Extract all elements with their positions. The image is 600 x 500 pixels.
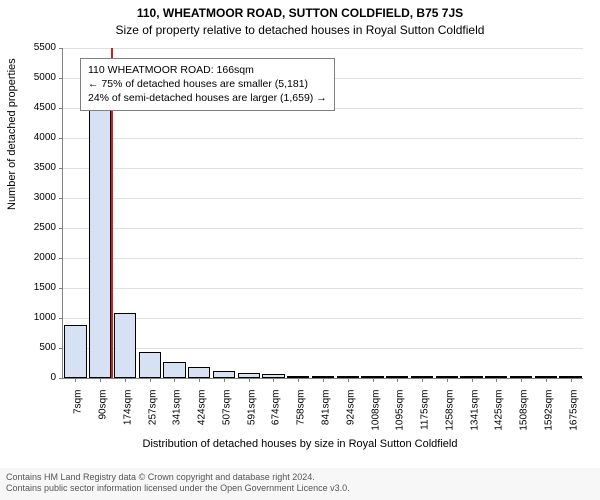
y-tick-label: 3000 [0,193,56,203]
x-tick-label: 1175sqm [420,390,431,450]
x-tick-mark [546,378,547,382]
x-tick-label: 674sqm [271,390,282,450]
x-tick-mark [472,378,473,382]
y-tick-mark [59,108,63,109]
y-tick-mark [59,78,63,79]
x-tick-mark [150,378,151,382]
x-tick-mark [249,378,250,382]
y-tick-mark [59,348,63,349]
x-tick-label: 424sqm [197,390,208,450]
y-tick-label: 1000 [0,313,56,323]
x-tick-mark [75,378,76,382]
gridline [63,318,583,319]
x-tick-mark [571,378,572,382]
x-tick-mark [373,378,374,382]
x-tick-label: 1592sqm [543,390,554,450]
x-tick-mark [174,378,175,382]
x-tick-label: 7sqm [73,390,84,450]
y-tick-label: 0 [0,373,56,383]
bar [163,362,185,378]
x-tick-mark [496,378,497,382]
x-tick-label: 90sqm [98,390,109,450]
x-tick-mark [348,378,349,382]
x-tick-mark [397,378,398,382]
bar [64,325,86,378]
y-tick-mark [59,378,63,379]
legend-box: 110 WHEATMOOR ROAD: 166sqm← 75% of detac… [80,58,335,111]
y-tick-mark [59,198,63,199]
chart-container: 110, WHEATMOOR ROAD, SUTTON COLDFIELD, B… [0,0,600,500]
gridline [63,228,583,229]
y-tick-label: 4000 [0,133,56,143]
footer: Contains HM Land Registry data © Crown c… [0,468,600,500]
y-tick-label: 500 [0,343,56,353]
x-tick-mark [521,378,522,382]
x-tick-label: 1258sqm [444,390,455,450]
x-tick-label: 1675sqm [568,390,579,450]
y-tick-mark [59,288,63,289]
y-tick-mark [59,138,63,139]
x-tick-label: 1341sqm [469,390,480,450]
x-tick-label: 924sqm [345,390,356,450]
x-tick-mark [298,378,299,382]
y-tick-label: 3500 [0,163,56,173]
y-tick-label: 5000 [0,73,56,83]
x-tick-label: 758sqm [296,390,307,450]
bar [89,104,111,378]
gridline [63,198,583,199]
x-tick-label: 1008sqm [370,390,381,450]
y-tick-label: 1500 [0,283,56,293]
gridline [63,48,583,49]
legend-line: ← 75% of detached houses are smaller (5,… [88,77,327,91]
x-tick-label: 257sqm [147,390,158,450]
x-tick-label: 841sqm [321,390,332,450]
gridline [63,138,583,139]
x-tick-label: 174sqm [122,390,133,450]
y-tick-mark [59,318,63,319]
chart-subtitle: Size of property relative to detached ho… [0,22,600,39]
gridline [63,348,583,349]
bar [139,352,161,378]
x-tick-mark [199,378,200,382]
x-tick-label: 507sqm [221,390,232,450]
x-tick-mark [224,378,225,382]
legend-line: 110 WHEATMOOR ROAD: 166sqm [88,63,327,77]
x-tick-mark [125,378,126,382]
bar [114,313,136,378]
legend-line: 24% of semi-detached houses are larger (… [88,91,327,105]
x-tick-mark [323,378,324,382]
x-tick-mark [273,378,274,382]
y-tick-label: 5500 [0,43,56,53]
x-tick-label: 591sqm [246,390,257,450]
bar [188,367,210,378]
x-tick-mark [422,378,423,382]
y-tick-label: 2000 [0,253,56,263]
y-tick-mark [59,258,63,259]
footer-line-2: Contains public sector information licen… [6,483,594,495]
x-tick-label: 1095sqm [395,390,406,450]
gridline [63,258,583,259]
x-tick-label: 1425sqm [494,390,505,450]
x-tick-mark [100,378,101,382]
y-tick-mark [59,168,63,169]
x-tick-label: 341sqm [172,390,183,450]
gridline [63,168,583,169]
y-tick-label: 4500 [0,103,56,113]
gridline [63,288,583,289]
y-tick-label: 2500 [0,223,56,233]
x-tick-mark [447,378,448,382]
chart-title: 110, WHEATMOOR ROAD, SUTTON COLDFIELD, B… [0,0,600,22]
footer-line-1: Contains HM Land Registry data © Crown c… [6,472,594,484]
bar [213,371,235,378]
y-tick-mark [59,48,63,49]
y-tick-mark [59,228,63,229]
x-tick-label: 1508sqm [519,390,530,450]
